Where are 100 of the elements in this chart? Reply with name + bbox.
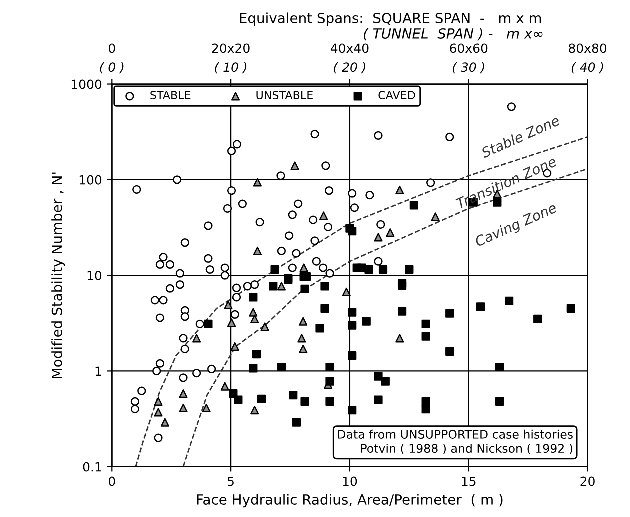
point [192, 334, 202, 343]
point [290, 162, 300, 170]
point [320, 304, 330, 314]
x2-tick-label: ( 0 ) [100, 62, 124, 74]
point [277, 362, 286, 372]
point [202, 404, 211, 413]
point [422, 332, 430, 341]
point [234, 396, 243, 404]
point [292, 418, 301, 427]
y-tick-label: 10 [88, 271, 102, 280]
point [300, 284, 310, 294]
legend-label: CAVED [378, 91, 416, 100]
point [374, 233, 383, 242]
point [364, 265, 374, 274]
point [298, 334, 306, 343]
point [269, 282, 278, 291]
point [348, 321, 357, 330]
point [250, 406, 260, 415]
point [381, 377, 390, 386]
point [179, 390, 188, 398]
point [396, 334, 404, 343]
point [224, 300, 233, 310]
point [374, 396, 383, 404]
point [348, 308, 357, 317]
chart-title: Equivalent Spans: SQUARE SPAN - m x m [240, 12, 542, 26]
point [410, 201, 418, 210]
point [422, 320, 430, 329]
legend-label: UNSTABLE [256, 91, 313, 100]
point [302, 272, 311, 282]
point [566, 304, 576, 314]
point [378, 265, 388, 274]
point [422, 404, 430, 414]
text: 80x80 [569, 44, 607, 54]
point [386, 228, 395, 238]
text: 20x20 [212, 44, 250, 54]
point [476, 302, 486, 312]
point [320, 282, 330, 291]
point [326, 377, 334, 386]
x-tick-label: 0 [108, 476, 116, 486]
point [252, 350, 262, 359]
point [326, 397, 334, 406]
annotation: Stable Zone [480, 114, 561, 159]
y-tick-label: 100 [80, 175, 102, 185]
point [300, 397, 310, 406]
point [277, 282, 286, 291]
point [204, 320, 213, 329]
point [316, 324, 324, 333]
point [398, 282, 407, 290]
point [495, 362, 504, 372]
x-tick-label: 5 [228, 476, 234, 486]
x2-tick-label: ( 10 ) [215, 62, 247, 74]
point [348, 227, 357, 236]
point [320, 212, 328, 220]
x-tick-label: 15 [462, 476, 476, 486]
point [270, 265, 280, 274]
point [398, 307, 407, 316]
x-tick-label: 10 [343, 476, 358, 486]
point [431, 212, 440, 222]
point [534, 314, 542, 324]
point [249, 308, 258, 317]
point [230, 342, 240, 352]
point [289, 390, 298, 400]
annotation: Data from UNSUPPORTED case histories Potvin ( 1988 ) and Nickson ( 1992 ) [338, 430, 573, 454]
y-tick-label: 1000 [72, 80, 102, 90]
x2-tick-label: ( 30 ) [453, 62, 484, 74]
point [300, 264, 308, 272]
x-axis-title: Face Hydraulic Radius, Area/Perimeter ( m ) [197, 494, 503, 508]
point [260, 322, 270, 332]
point [446, 309, 454, 318]
point [405, 265, 414, 274]
point [358, 264, 366, 272]
text: 0 [108, 44, 116, 54]
text: 40x40 [330, 44, 369, 54]
point [342, 288, 351, 296]
legend-label: STABLE [150, 91, 191, 100]
x2-tick-label: ( 20 ) [334, 62, 366, 74]
point [253, 178, 262, 187]
x2-tick-label: ( 40 ) [572, 62, 604, 74]
point [505, 296, 514, 306]
point [326, 362, 334, 372]
point [249, 293, 258, 302]
x-tick-label: 20 [580, 476, 595, 486]
point [348, 351, 357, 360]
y-tick-label: 1 [96, 366, 102, 376]
point [154, 397, 163, 406]
point [495, 397, 504, 406]
point [446, 347, 454, 356]
point [348, 406, 357, 415]
y-axis-title: Modified Stability Number , N' [52, 172, 66, 378]
point [154, 408, 163, 417]
point [249, 364, 258, 373]
point [253, 246, 262, 256]
point [250, 314, 260, 324]
point [227, 318, 236, 328]
point [160, 418, 170, 427]
point [362, 317, 371, 326]
text: 60x60 [450, 44, 488, 54]
chart-subtitle: ( TUNNEL SPAN ) - m x∞ [364, 28, 543, 41]
y-tick-label: 0.1 [83, 462, 102, 472]
point [374, 372, 383, 381]
